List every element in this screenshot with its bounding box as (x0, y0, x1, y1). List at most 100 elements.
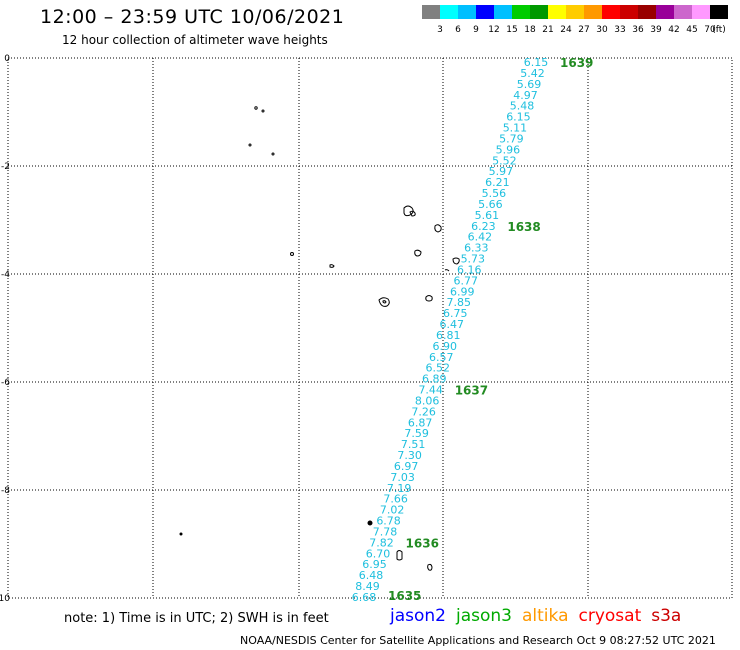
swh-value: 6.15 (506, 111, 531, 124)
swh-value: 6.52 (425, 362, 450, 375)
footer-credit: NOAA/NESDIS Center for Satellite Applica… (240, 634, 716, 647)
swh-value: 7.51 (401, 438, 426, 451)
legend-label: 6 (455, 25, 461, 34)
swh-value: 5.56 (482, 187, 507, 200)
legend-swatch (440, 5, 458, 19)
legend-label: 3 (437, 25, 443, 34)
island (179, 532, 183, 536)
pass-number-label: 1638 (507, 220, 540, 234)
swh-value: 5.69 (517, 78, 542, 91)
satellite-name: cryosat (578, 606, 642, 626)
swh-value: 5.52 (492, 154, 517, 167)
legend-swatch (476, 5, 494, 19)
swh-value: 5.42 (520, 67, 545, 80)
island (290, 252, 294, 256)
satellite-name: jason2 (390, 606, 446, 626)
legend-swatch (674, 5, 692, 19)
island (425, 295, 433, 302)
swh-value: 5.79 (499, 132, 524, 145)
swh-value: 5.11 (503, 122, 528, 135)
swh-value: 7.02 (380, 504, 405, 517)
legend-swatch (584, 5, 602, 19)
map-frame (7, 57, 733, 599)
swh-value: 6.42 (468, 231, 493, 244)
y-tick-label: 0 (4, 54, 10, 64)
swh-value: 6.89 (422, 373, 447, 386)
pass-number-label: 1639 (560, 56, 593, 70)
island (409, 210, 416, 217)
legend-swatch (548, 5, 566, 19)
satellite-name: jason3 (456, 606, 512, 626)
swh-value: 5.97 (489, 165, 514, 178)
swh-value: 7.66 (383, 493, 408, 506)
legend-label: 70 (704, 25, 716, 34)
swh-value: 6.99 (450, 285, 475, 298)
legend-label: 36 (632, 25, 644, 34)
swh-value: 6.95 (362, 558, 387, 571)
island (434, 224, 442, 233)
legend-label: 39 (650, 25, 662, 34)
swh-value: 8.06 (415, 394, 440, 407)
island (248, 143, 252, 147)
swh-value: 6.81 (436, 329, 461, 342)
island (396, 550, 403, 561)
swh-value: 6.23 (471, 220, 496, 233)
swh-value: 6.77 (454, 274, 479, 287)
swh-value: 7.78 (373, 525, 398, 538)
legend-swatch (530, 5, 548, 19)
swh-value: 7.59 (404, 427, 429, 440)
swh-value: 5.73 (461, 253, 486, 266)
island (378, 297, 390, 307)
swh-value: 8.49 (355, 580, 380, 593)
swh-value: 5.66 (478, 198, 503, 211)
legend-swatch (620, 5, 638, 19)
wave-height-color-legend: 3 6 9 12 15 18 21 24 27 30 33 36 39 42 45 70(ft) (422, 5, 728, 34)
legend-swatch (656, 5, 674, 19)
y-tick-label: -4 (1, 270, 10, 280)
y-tick-label: -2 (1, 162, 10, 172)
swh-value: 7.44 (418, 384, 443, 397)
pass-number-label: 1636 (406, 536, 439, 550)
swh-value: 5.48 (510, 100, 535, 113)
satellite-name: s3a (651, 606, 682, 626)
island (254, 106, 258, 110)
swh-value: 6.48 (359, 569, 384, 582)
swh-value: 7.30 (397, 449, 422, 462)
legend-swatch (566, 5, 584, 19)
island (329, 264, 335, 268)
altimeter-track: 6.155.425.694.975.486.155.115.795.965.52… (352, 56, 594, 604)
swh-value: 6.15 (524, 56, 549, 69)
island (367, 520, 373, 526)
swh-value: 7.82 (369, 536, 394, 549)
map-gridlines (7, 57, 733, 599)
pass-number-label: 1635 (388, 589, 421, 603)
legend-label: 27 (578, 25, 589, 34)
swh-value: 6.57 (429, 351, 454, 364)
satellite-name: altika (522, 606, 569, 626)
legend-swatch (422, 5, 440, 19)
legend-swatch (512, 5, 530, 19)
y-tick-label: -10 (0, 594, 10, 604)
y-tick-label: -8 (1, 486, 10, 496)
island (403, 205, 414, 217)
swh-value: 7.85 (447, 296, 472, 309)
y-tick-label: -6 (1, 378, 10, 388)
legend-swatch (494, 5, 512, 19)
legend-label: 45 (686, 25, 697, 34)
legend-swatch (458, 5, 476, 19)
swh-value: 7.03 (390, 471, 415, 484)
island (427, 563, 433, 571)
swh-value: 7.19 (387, 482, 412, 495)
swh-value: 6.90 (432, 340, 457, 353)
swh-value: 6.21 (485, 176, 510, 189)
legend-label: 9 (473, 25, 479, 34)
legend-label: 24 (560, 25, 572, 34)
island (271, 152, 275, 156)
legend-label: 42 (668, 25, 679, 34)
legend-swatch (692, 5, 710, 19)
legend-swatch (602, 5, 620, 19)
island (261, 109, 265, 113)
swh-value: 6.78 (376, 515, 401, 528)
map-subtitle: 12 hour collection of altimeter wave hei… (62, 33, 328, 47)
legend-label: 21 (542, 25, 553, 34)
